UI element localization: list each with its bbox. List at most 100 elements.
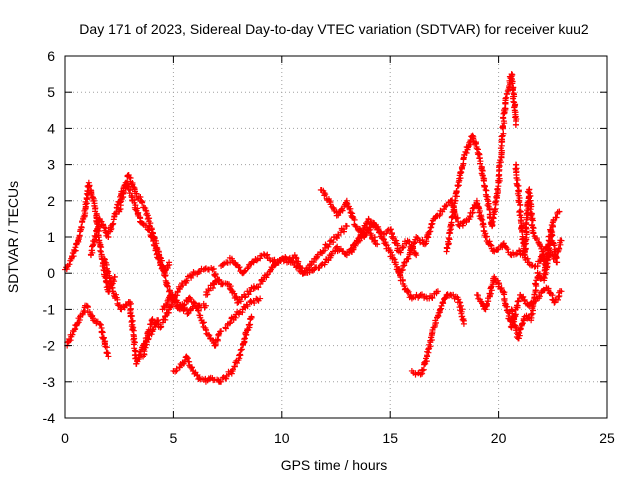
data-marker bbox=[247, 321, 254, 328]
data-marker bbox=[174, 299, 181, 306]
data-marker bbox=[158, 257, 165, 264]
data-point bbox=[413, 252, 420, 259]
data-marker bbox=[149, 316, 156, 323]
data-marker bbox=[448, 213, 455, 220]
data-marker bbox=[406, 238, 413, 245]
data-marker bbox=[529, 217, 536, 224]
data-marker bbox=[549, 232, 556, 239]
y-tick-label: -3 bbox=[43, 374, 56, 390]
data-marker bbox=[500, 118, 507, 125]
data-marker bbox=[126, 174, 133, 181]
data-marker bbox=[444, 245, 451, 252]
y-tick-label: -1 bbox=[43, 301, 56, 317]
data-marker bbox=[235, 310, 242, 316]
data-marker bbox=[164, 283, 171, 290]
data-marker bbox=[494, 192, 501, 199]
data-marker bbox=[211, 281, 218, 288]
data-marker bbox=[420, 366, 427, 373]
data-marker bbox=[215, 331, 222, 338]
data-marker bbox=[459, 306, 466, 313]
data-point bbox=[333, 244, 339, 251]
data-marker bbox=[494, 246, 501, 253]
data-marker bbox=[99, 329, 106, 336]
data-marker bbox=[502, 97, 509, 104]
data-marker bbox=[360, 227, 367, 234]
data-point bbox=[75, 237, 82, 244]
y-tick-label: 6 bbox=[47, 48, 55, 64]
data-marker bbox=[243, 331, 250, 338]
data-marker bbox=[362, 224, 369, 231]
data-marker bbox=[271, 256, 278, 263]
x-tick-label: 25 bbox=[599, 430, 615, 446]
data-marker bbox=[237, 298, 244, 305]
data-marker bbox=[134, 205, 141, 212]
data-marker bbox=[204, 291, 211, 298]
data-marker bbox=[211, 272, 218, 278]
data-marker bbox=[330, 239, 337, 246]
x-tick-label: 10 bbox=[274, 430, 290, 446]
data-marker bbox=[226, 320, 233, 327]
data-marker bbox=[551, 248, 558, 255]
data-marker bbox=[556, 245, 562, 252]
data-marker bbox=[105, 234, 112, 240]
data-point bbox=[257, 281, 264, 288]
data-point bbox=[96, 320, 103, 327]
data-marker bbox=[150, 230, 156, 237]
series-arc-6 bbox=[140, 265, 225, 360]
data-marker bbox=[227, 319, 234, 326]
data-marker bbox=[151, 235, 158, 242]
series-arc-2 bbox=[64, 302, 112, 360]
data-marker bbox=[479, 172, 486, 178]
y-tick-label: 3 bbox=[47, 157, 55, 173]
data-marker bbox=[530, 230, 537, 237]
data-marker bbox=[459, 316, 466, 323]
y-tick-label: 0 bbox=[47, 265, 55, 281]
data-marker bbox=[494, 186, 501, 193]
data-marker bbox=[253, 257, 260, 264]
data-marker bbox=[194, 372, 201, 378]
data-marker bbox=[263, 272, 270, 278]
data-marker bbox=[206, 332, 213, 339]
series-arc-8 bbox=[170, 313, 255, 385]
x-tick-label: 5 bbox=[170, 430, 178, 446]
series-arc-7 bbox=[159, 291, 225, 349]
y-axis-label: SDTVAR / TECUs bbox=[5, 181, 21, 293]
y-tick-label: 2 bbox=[47, 193, 55, 209]
data-marker bbox=[84, 303, 91, 310]
data-marker bbox=[66, 261, 73, 268]
data-marker bbox=[244, 303, 251, 310]
data-point bbox=[209, 266, 216, 273]
data-marker bbox=[441, 206, 447, 213]
data-marker bbox=[158, 323, 165, 330]
series-arc-17 bbox=[473, 273, 565, 331]
data-point bbox=[558, 237, 565, 244]
data-marker bbox=[107, 280, 114, 287]
data-point bbox=[257, 295, 264, 302]
data-marker bbox=[238, 346, 245, 353]
data-marker bbox=[458, 302, 464, 309]
data-marker bbox=[67, 337, 74, 344]
data-point bbox=[196, 375, 203, 382]
data-marker bbox=[528, 216, 535, 223]
data-marker bbox=[237, 351, 243, 358]
data-marker bbox=[498, 285, 505, 291]
data-marker bbox=[400, 244, 407, 251]
data-marker bbox=[245, 291, 252, 298]
data-point bbox=[558, 288, 565, 295]
data-marker bbox=[352, 242, 359, 249]
y-tick-label: -4 bbox=[43, 410, 56, 426]
data-marker bbox=[210, 265, 217, 272]
data-marker bbox=[92, 233, 99, 240]
chart-title: Day 171 of 2023, Sidereal Day-to-day VTE… bbox=[79, 21, 589, 37]
data-marker bbox=[509, 78, 516, 85]
data-marker bbox=[97, 247, 104, 254]
data-marker bbox=[526, 197, 533, 204]
data-marker bbox=[536, 293, 543, 300]
data-marker bbox=[327, 199, 334, 206]
data-marker bbox=[179, 282, 186, 289]
data-marker bbox=[529, 305, 536, 312]
data-marker bbox=[487, 241, 494, 248]
series-arc-19 bbox=[508, 226, 561, 342]
data-marker bbox=[440, 300, 447, 307]
